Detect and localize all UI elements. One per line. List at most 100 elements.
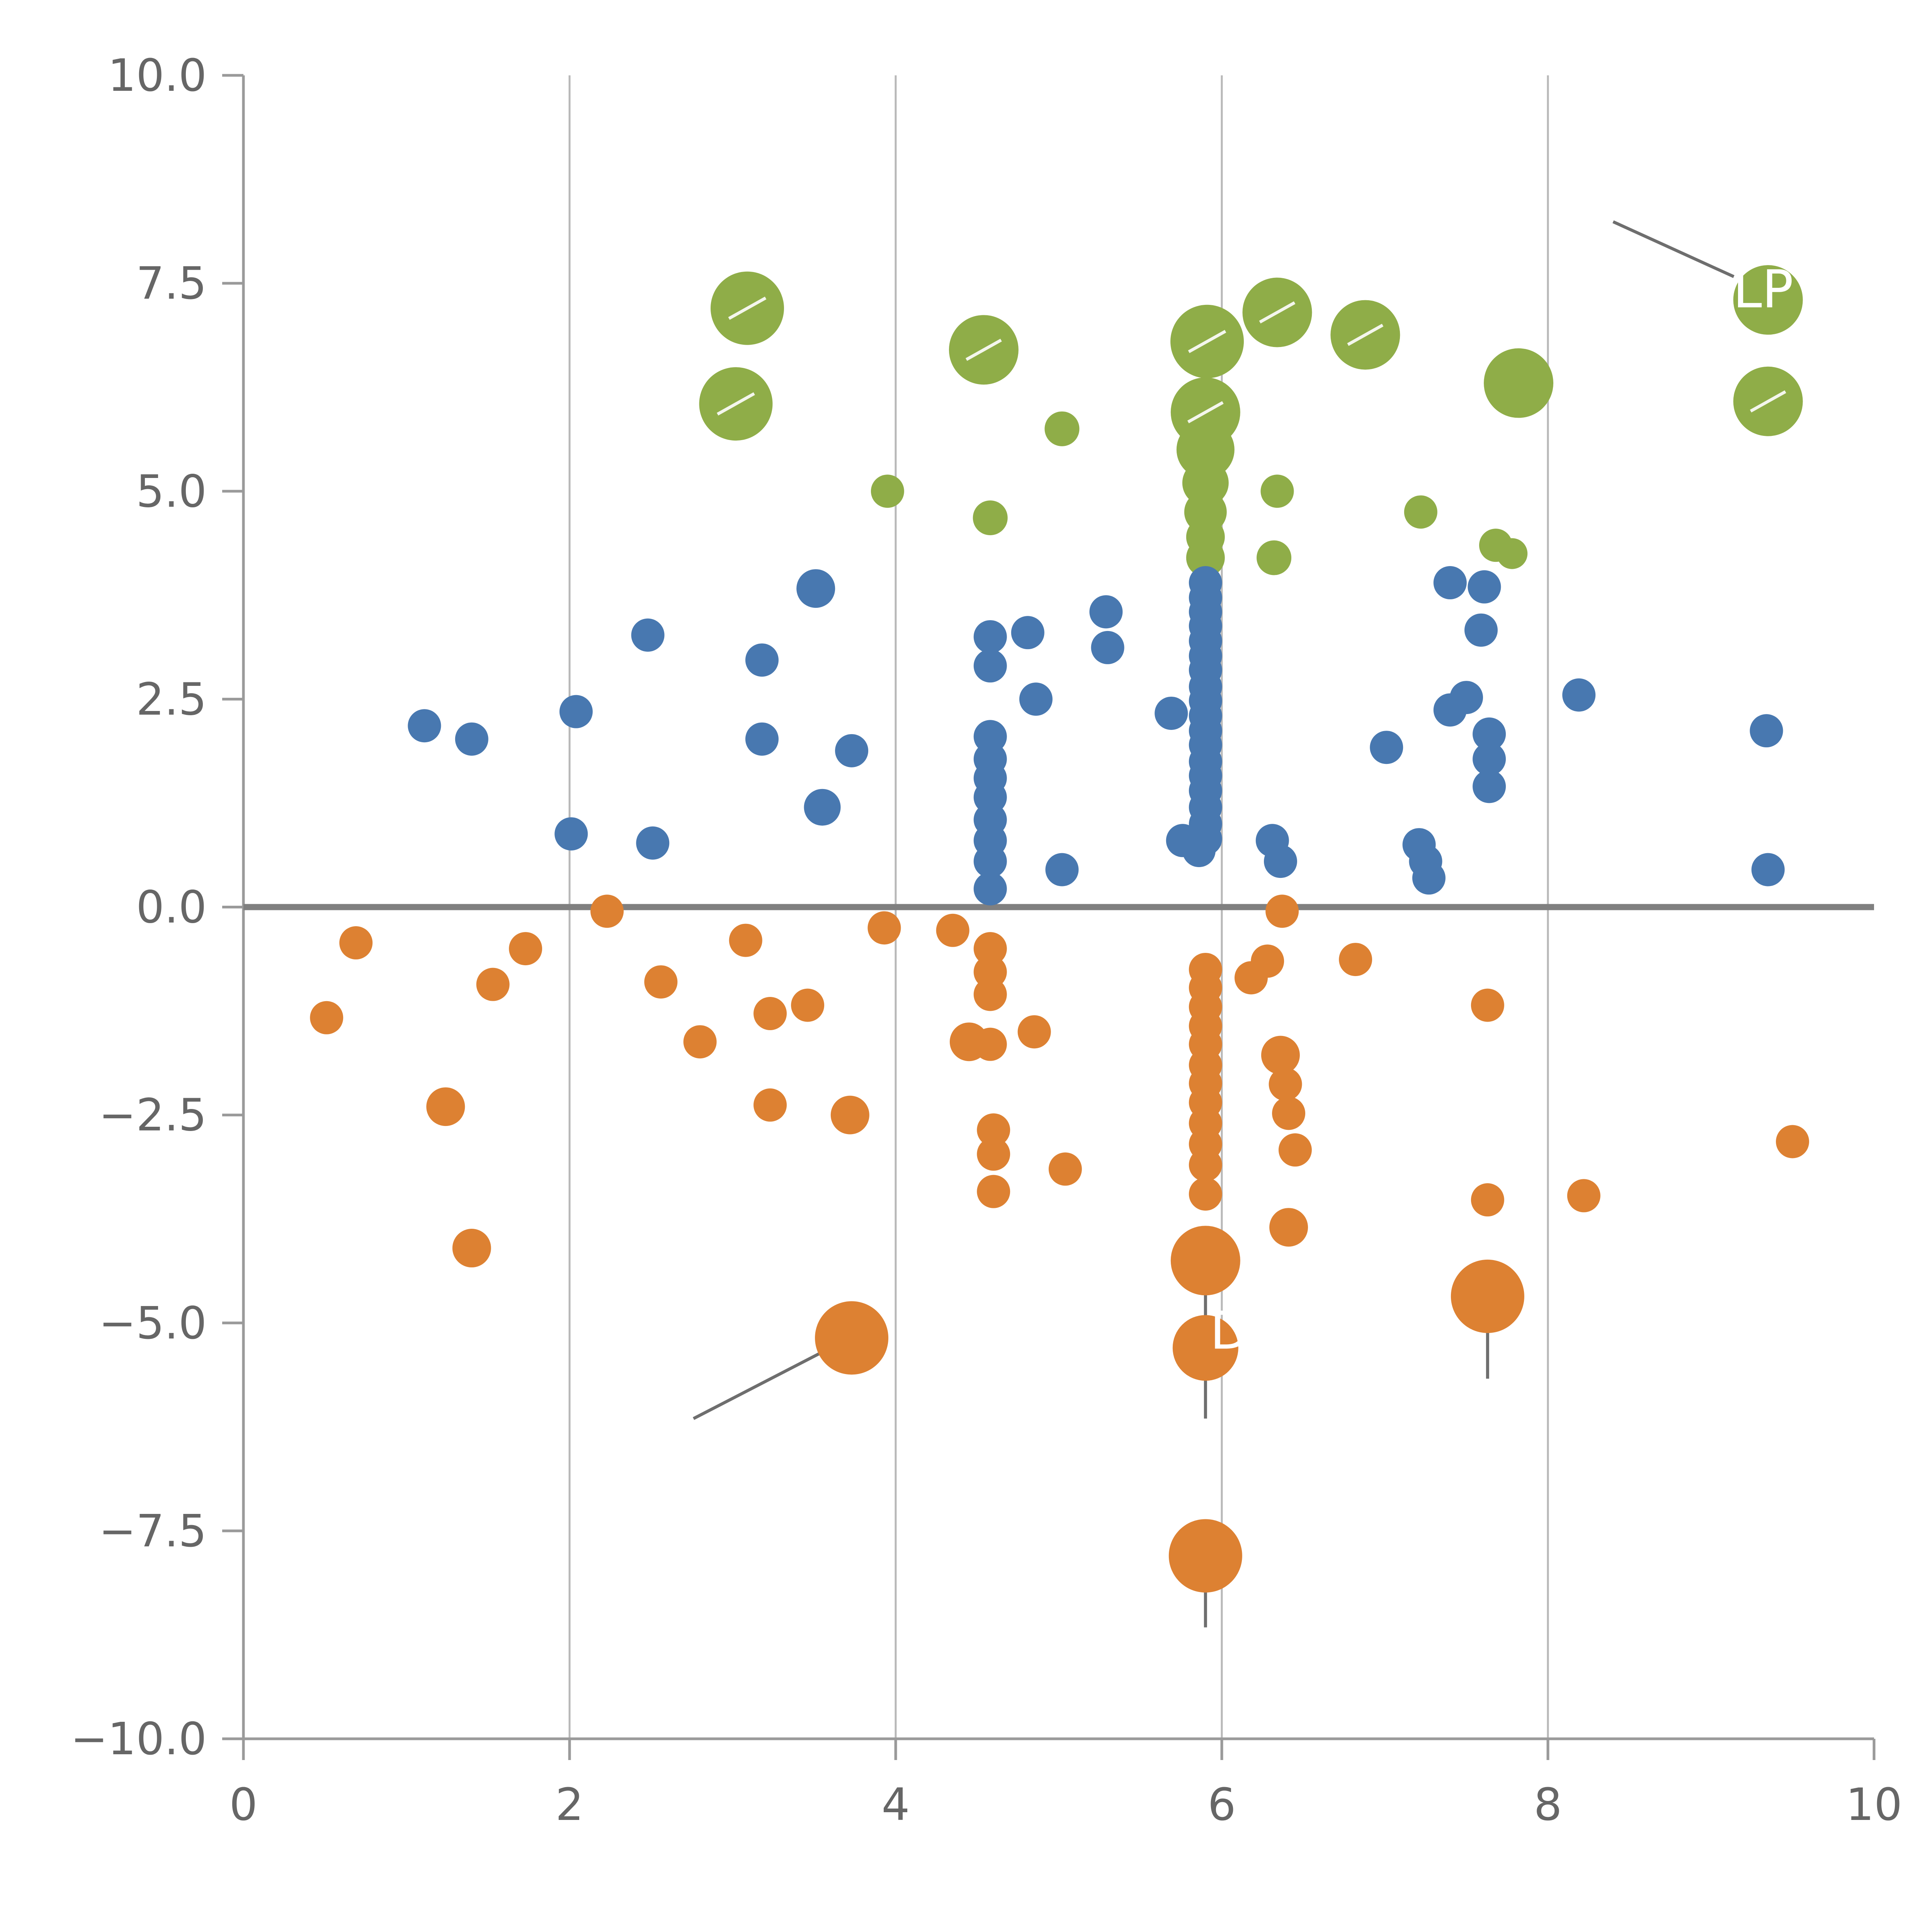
data-point [745,643,779,677]
data-point [977,1113,1010,1147]
x-tick-label: 2 [555,1779,583,1831]
data-point [590,895,624,928]
data-point [1017,1015,1051,1049]
data-point [1264,845,1297,878]
data-point [1260,474,1294,508]
data-point [1468,570,1501,604]
x-tick-label: 0 [229,1779,257,1831]
data-point [973,620,1007,653]
data-point [683,1025,717,1059]
y-tick-label: −7.5 [99,1505,207,1557]
bubble-label-mark [728,296,767,320]
data-point [1186,538,1225,577]
y-tick-label: 10.0 [108,50,207,102]
data-point [973,872,1007,906]
data-point [1450,681,1483,714]
data-point [1189,1177,1222,1211]
data-point [815,1301,889,1375]
data-point [1265,895,1299,928]
data-point [973,845,1007,878]
data-point [1089,595,1123,629]
data-point [977,1175,1010,1208]
annotation-label: LP [1733,259,1794,320]
data-point [426,1087,465,1126]
data-point [796,569,835,608]
data-point [1170,1226,1240,1296]
data-point [1471,1183,1504,1217]
data-point [1269,1067,1302,1101]
data-point [867,911,901,945]
data-point [1251,944,1284,978]
data-point [509,932,543,966]
data-point [1751,853,1785,886]
data-point [1473,770,1506,803]
data-point [1044,411,1080,446]
data-point [1182,834,1216,867]
data-point [973,1027,1007,1061]
x-tick-label: 10 [1846,1779,1902,1831]
data-point [804,789,841,826]
y-tick-label: −10.0 [71,1713,207,1765]
data-point [1048,1152,1082,1186]
data-point [745,722,779,756]
data-point [977,1137,1010,1171]
data-point [753,997,787,1031]
data-point [644,965,678,999]
data-point [1412,861,1446,895]
bubble-label-mark [1347,323,1384,346]
data-point [1269,1208,1308,1247]
data-point [1471,988,1504,1022]
data-point [1339,943,1372,976]
data-point [559,695,593,728]
data-point [1473,717,1506,751]
data-point [835,734,869,767]
data-point [973,978,1007,1011]
data-point [1451,1259,1524,1333]
data-point [1257,540,1292,575]
data-point [830,1095,869,1134]
data-point [973,500,1008,536]
y-tick-label: 7.5 [136,258,207,310]
data-point [1168,1519,1242,1593]
data-point [973,932,1007,966]
bubble-label-mark [965,338,1002,361]
data-point [1370,731,1403,764]
y-tick-label: −5.0 [99,1298,207,1349]
data-point [554,817,588,851]
data-point [1567,1179,1600,1213]
annotation-label: D [1210,1300,1250,1361]
data-point [631,618,665,652]
data-point [310,1001,344,1034]
data-point [1272,1097,1306,1130]
bubble-label-mark [1259,301,1296,324]
data-point [1176,420,1235,479]
data-point [452,1229,491,1268]
y-tick-label: 5.0 [136,466,207,517]
data-point [1172,1315,1238,1381]
data-point [1045,853,1079,886]
data-point [1261,1036,1300,1075]
annotation-line [1612,220,1735,278]
data-point [636,826,670,860]
data-point [408,709,441,743]
data-point [1189,1148,1222,1182]
data-point [1733,265,1803,335]
data-point [973,649,1007,683]
data-point [1011,616,1044,650]
y-tick-label: 2.5 [136,673,207,725]
annotation-line [692,1350,825,1420]
data-point [1091,631,1124,664]
data-point [729,923,762,957]
data-point [1484,348,1554,418]
data-point [1278,1133,1312,1167]
data-point [1464,613,1498,647]
data-point [1497,538,1528,569]
data-point [1019,682,1053,716]
data-point [1433,566,1467,600]
data-point [1404,495,1437,529]
data-point [1750,714,1783,748]
bubble-label-mark [1187,401,1224,423]
bubble-label-mark [1750,390,1786,413]
data-point [1473,742,1506,776]
